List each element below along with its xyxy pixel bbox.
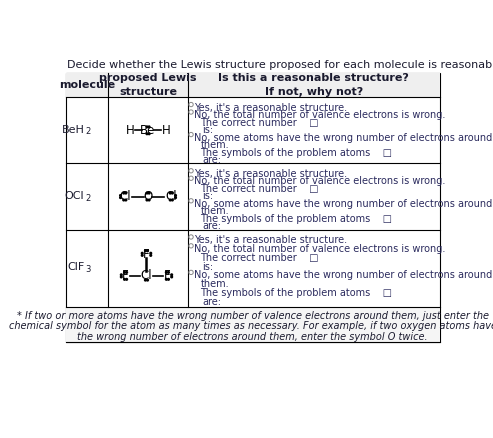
Text: No, the total number of valence electrons is wrong.: No, the total number of valence electron…: [194, 177, 446, 186]
Text: molecule: molecule: [59, 80, 115, 90]
Text: are:: are:: [202, 297, 221, 307]
Circle shape: [120, 194, 121, 196]
Text: The symbols of the problem atoms    □: The symbols of the problem atoms □: [200, 288, 392, 298]
Text: 2: 2: [85, 194, 91, 203]
Text: them.: them.: [200, 206, 229, 216]
Text: chemical symbol for the atom as many times as necessary. For example, if two oxy: chemical symbol for the atom as many tim…: [9, 321, 493, 331]
Bar: [66, 307, 440, 342]
Text: OCl: OCl: [65, 191, 84, 201]
Text: Is this a reasonable structure?
If not, why not?: Is this a reasonable structure? If not, …: [218, 73, 409, 96]
Text: is:: is:: [202, 191, 213, 201]
Circle shape: [175, 194, 176, 196]
Circle shape: [150, 252, 152, 254]
Circle shape: [168, 279, 170, 280]
Text: The correct number    □: The correct number □: [200, 184, 319, 194]
Text: The symbols of the problem atoms    □: The symbols of the problem atoms □: [200, 214, 392, 224]
Text: BeH: BeH: [62, 124, 84, 134]
Circle shape: [147, 250, 148, 252]
Text: F: F: [164, 269, 171, 283]
Text: H: H: [162, 124, 170, 137]
Circle shape: [172, 199, 173, 201]
Text: Yes, it's a reasonable structure.: Yes, it's a reasonable structure.: [194, 102, 347, 113]
Circle shape: [148, 192, 150, 194]
Text: is:: is:: [202, 261, 213, 272]
Circle shape: [175, 197, 176, 198]
Text: H: H: [126, 124, 135, 137]
Text: them.: them.: [200, 279, 229, 290]
Text: the wrong number of electrons around them, enter the symbol O twice.: the wrong number of electrons around the…: [77, 332, 428, 342]
Circle shape: [126, 272, 128, 273]
Circle shape: [170, 199, 171, 201]
Circle shape: [170, 192, 171, 194]
Text: ClF: ClF: [67, 262, 84, 272]
Circle shape: [171, 276, 173, 278]
Circle shape: [120, 274, 122, 276]
Text: * If two or more atoms have the wrong number of valence electrons around them, j: * If two or more atoms have the wrong nu…: [17, 311, 489, 321]
Circle shape: [166, 272, 167, 273]
Text: Cl: Cl: [141, 269, 152, 283]
Circle shape: [146, 126, 148, 128]
Text: No, the total number of valence electrons is wrong.: No, the total number of valence electron…: [194, 244, 446, 254]
Text: Be: Be: [141, 124, 156, 137]
Circle shape: [144, 250, 146, 252]
Text: No, the total number of valence electrons is wrong.: No, the total number of valence electron…: [194, 110, 446, 120]
Text: F: F: [143, 248, 150, 261]
Circle shape: [172, 192, 173, 194]
Circle shape: [125, 199, 127, 201]
Circle shape: [146, 192, 148, 194]
Bar: [66, 73, 440, 342]
Circle shape: [147, 279, 148, 281]
Text: Yes, it's a reasonable structure.: Yes, it's a reasonable structure.: [194, 169, 347, 179]
Text: No, some atoms have the wrong number of electrons around: No, some atoms have the wrong number of …: [194, 199, 493, 209]
Circle shape: [148, 133, 150, 134]
Text: No, some atoms have the wrong number of electrons around: No, some atoms have the wrong number of …: [194, 133, 493, 143]
Text: them.: them.: [200, 140, 229, 150]
Circle shape: [124, 272, 125, 273]
Circle shape: [146, 199, 148, 201]
Circle shape: [126, 279, 128, 280]
Circle shape: [148, 126, 150, 128]
Circle shape: [120, 276, 122, 278]
Text: 3: 3: [85, 265, 91, 274]
Circle shape: [166, 279, 167, 280]
Circle shape: [123, 192, 125, 194]
Text: is:: is:: [202, 125, 213, 135]
Text: 2: 2: [85, 127, 91, 136]
Circle shape: [148, 199, 150, 201]
Text: proposed Lewis
structure: proposed Lewis structure: [99, 73, 197, 96]
Text: The symbols of the problem atoms    □: The symbols of the problem atoms □: [200, 148, 392, 158]
Text: No, some atoms have the wrong number of electrons around: No, some atoms have the wrong number of …: [194, 271, 493, 280]
Text: Yes, it's a reasonable structure.: Yes, it's a reasonable structure.: [194, 235, 347, 245]
Circle shape: [146, 133, 148, 134]
Text: are:: are:: [202, 221, 221, 231]
Circle shape: [120, 197, 121, 198]
Circle shape: [125, 192, 127, 194]
Text: are:: are:: [202, 155, 221, 165]
Circle shape: [124, 279, 125, 280]
Circle shape: [141, 252, 143, 254]
Text: The correct number    □: The correct number □: [200, 118, 319, 127]
Text: Decide whether the Lewis structure proposed for each molecule is reasonable or n: Decide whether the Lewis structure propo…: [67, 60, 493, 70]
Bar: [66, 73, 440, 97]
Text: The correct number    □: The correct number □: [200, 253, 319, 263]
Circle shape: [144, 279, 146, 281]
Circle shape: [168, 272, 170, 273]
Circle shape: [150, 254, 152, 256]
Text: F: F: [122, 269, 129, 283]
Circle shape: [141, 254, 143, 256]
Text: Cl: Cl: [119, 190, 131, 203]
Circle shape: [123, 199, 125, 201]
Text: O: O: [143, 190, 153, 203]
Text: Cl: Cl: [166, 190, 177, 203]
Circle shape: [171, 274, 173, 276]
